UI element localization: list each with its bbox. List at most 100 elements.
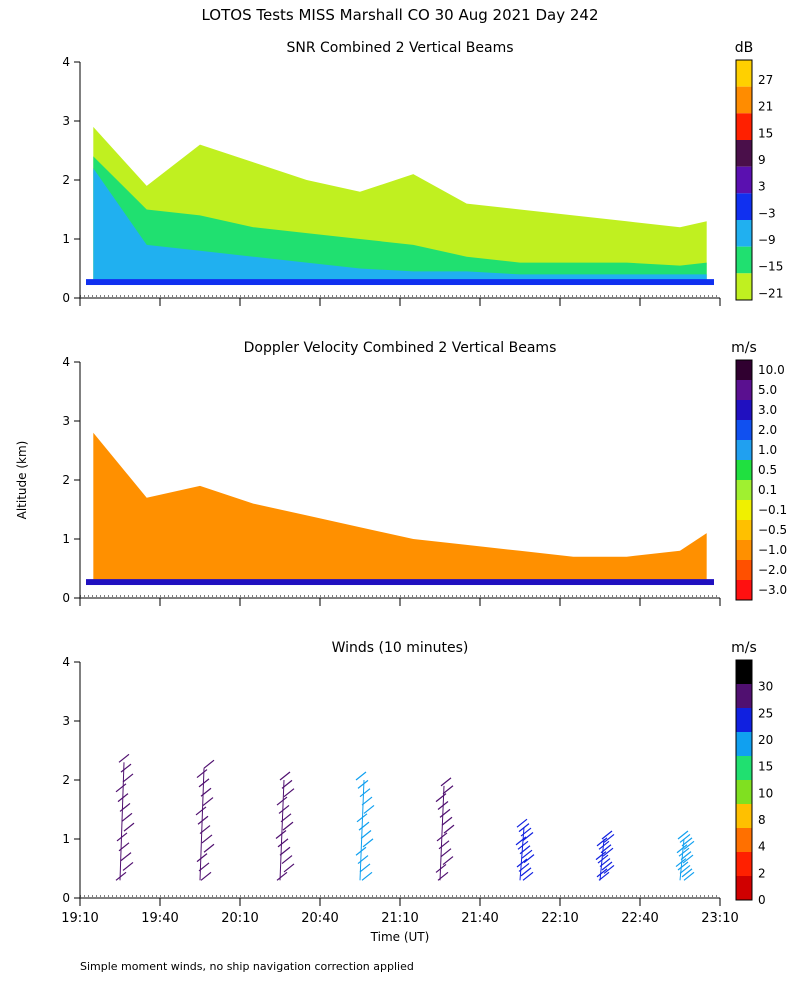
- colorbar-swatch: [736, 60, 752, 87]
- wind-barb: [359, 788, 371, 798]
- wind-barb: [357, 779, 369, 789]
- wind-barb: [358, 821, 370, 831]
- colorbar-swatch: [736, 113, 752, 140]
- wind-profile: [595, 830, 615, 881]
- colorbar-unit: m/s: [731, 340, 757, 356]
- x-tick-label: 21:10: [381, 911, 418, 926]
- wind-barb: [598, 871, 610, 881]
- x-tick-label: 20:10: [221, 911, 258, 926]
- panel-1: SNR Combined 2 Vertical Beams dB 0 1 2 3 4 27 21…: [62, 40, 783, 306]
- y-tick-label: 0: [62, 891, 70, 905]
- wind-barb: [522, 832, 534, 841]
- wind-barb: [276, 871, 288, 881]
- wind-barb: [679, 864, 691, 874]
- wind-barb: [121, 812, 133, 822]
- x-tick-label: 19:40: [141, 911, 178, 926]
- wind-profile: [275, 771, 295, 881]
- colorbar-label: 8: [758, 813, 766, 827]
- footnote: Simple moment winds, no ship navigation …: [80, 960, 414, 973]
- wind-barb: [116, 832, 128, 842]
- y-tick-label: 2: [62, 773, 70, 787]
- x-tick-label: 20:40: [301, 911, 338, 926]
- wind-barb: [279, 846, 291, 856]
- wind-barb: [359, 863, 371, 873]
- y-tick-label: 0: [62, 591, 70, 605]
- colorbar-frame: [735, 659, 753, 901]
- wind-barb: [515, 836, 527, 846]
- wind-barb: [122, 861, 134, 871]
- wind-barb: [201, 834, 213, 844]
- wind-profile: [675, 830, 695, 881]
- wind-barb: [602, 847, 614, 857]
- wind-barb: [680, 851, 692, 861]
- surface-echo-band: [86, 279, 714, 286]
- wind-barb: [440, 848, 452, 858]
- panel-title: SNR Combined 2 Vertical Beams: [286, 40, 513, 56]
- wind-profile-stem: [199, 768, 205, 881]
- colorbar-label: 25: [758, 706, 773, 720]
- colorbar-label: −15: [758, 260, 783, 274]
- wind-barb: [682, 854, 694, 864]
- wind-profile: [355, 771, 375, 881]
- x-tick-label: 21:40: [461, 911, 498, 926]
- wind-barb: [438, 840, 450, 850]
- wind-barb: [595, 851, 607, 861]
- wind-barb: [439, 808, 451, 818]
- wind-barb: [601, 861, 613, 871]
- wind-barb: [122, 773, 134, 783]
- wind-barb: [675, 858, 687, 868]
- wind-barb: [678, 847, 690, 857]
- wind-profile-stem: [679, 838, 685, 881]
- y-tick-label: 4: [62, 655, 70, 669]
- colorbar-label: 9: [758, 153, 766, 167]
- wind-barb: [442, 785, 454, 795]
- wind-barb: [601, 830, 613, 840]
- wind-profile-stem: [279, 779, 285, 881]
- y-tick-label: 2: [62, 473, 70, 487]
- colorbar-label: 15: [758, 126, 773, 140]
- wind-barb: [202, 797, 214, 807]
- colorbar-swatch: [736, 540, 752, 560]
- colorbar-label: −0.1: [758, 503, 787, 517]
- wind-profile: [515, 818, 535, 881]
- wind-barb: [596, 837, 608, 847]
- y-tick-label: 3: [62, 114, 70, 128]
- colorbar-label: 3.0: [758, 403, 777, 417]
- colorbar-label: −3: [758, 206, 776, 220]
- y-axis-label: Altitude (km): [15, 441, 29, 520]
- colorbar-label: 0.1: [758, 483, 777, 497]
- wind-barb: [200, 787, 212, 797]
- wind-barb: [118, 842, 130, 852]
- wind-barb: [598, 840, 610, 850]
- wind-barb: [196, 853, 208, 863]
- wind-profile: [195, 759, 215, 881]
- colorbar-swatch: [736, 520, 752, 540]
- wind-barb: [118, 753, 130, 763]
- wind-barb: [523, 854, 535, 864]
- wind-barb: [435, 793, 447, 803]
- y-tick-label: 3: [62, 714, 70, 728]
- wind-profile-stem: [439, 785, 445, 881]
- colorbar-label: 27: [758, 73, 773, 87]
- wind-profile-stem: [119, 762, 125, 881]
- wind-barb: [120, 763, 132, 773]
- colorbar-label: −2.0: [758, 563, 787, 577]
- surface-echo-band: [86, 579, 714, 586]
- colorbar-swatch: [736, 193, 752, 220]
- wind-barb: [522, 871, 534, 881]
- x-tick-label: 19:10: [61, 911, 98, 926]
- colorbar-swatch: [736, 380, 752, 400]
- wind-barb: [363, 804, 375, 814]
- wind-barb: [279, 771, 291, 781]
- wind-barb: [281, 855, 293, 865]
- wind-barb: [520, 827, 532, 837]
- colorbar-label: −3.0: [758, 583, 787, 597]
- colorbar-swatch: [736, 828, 752, 852]
- wind-barb: [277, 838, 289, 848]
- colorbar-swatch: [736, 708, 752, 732]
- colorbar-unit: m/s: [731, 640, 757, 656]
- wind-profile-stem: [519, 827, 525, 881]
- wind-barb: [681, 868, 693, 878]
- y-tick-label: 0: [62, 291, 70, 305]
